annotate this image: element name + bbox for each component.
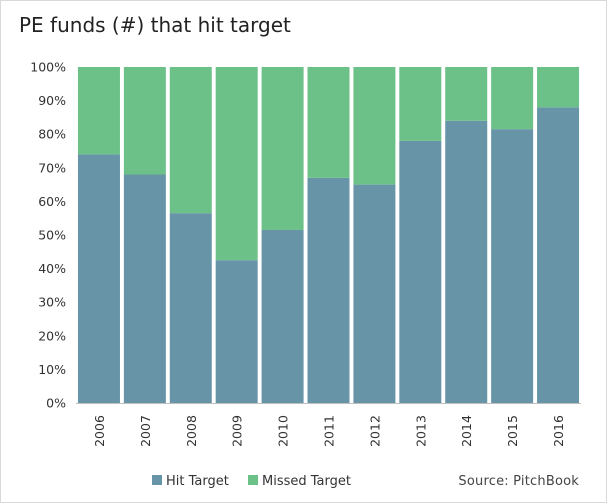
bar-missed-target (77, 67, 120, 155)
y-tick-label: 20% (38, 328, 66, 343)
y-tick-label: 30% (38, 295, 66, 310)
x-tick-label: 2013 (413, 415, 428, 447)
bar-hit-target (307, 177, 350, 403)
bar-missed-target (169, 67, 212, 214)
bar-hit-target (399, 140, 442, 404)
x-tick-label: 2006 (92, 415, 107, 447)
bar-missed-target (399, 67, 442, 141)
bar-hit-target (123, 174, 166, 403)
x-tick-label: 2011 (322, 415, 337, 447)
chart-legend: Hit Target Missed Target (152, 474, 351, 489)
bar-missed-target (261, 67, 304, 230)
y-tick-label: 50% (38, 228, 66, 243)
y-tick-label: 40% (38, 261, 66, 276)
bar-hit-target (261, 229, 304, 403)
bar-hit-target (169, 213, 212, 403)
bar-missed-target (537, 67, 580, 108)
legend-swatch (152, 475, 162, 485)
x-tick-label: 2015 (505, 415, 520, 447)
y-tick-label: 10% (38, 362, 66, 377)
y-tick-label: 70% (38, 160, 66, 175)
bar-missed-target (307, 67, 350, 178)
chart-bars (77, 67, 580, 404)
bar-hit-target (215, 260, 258, 403)
bar-missed-target (123, 67, 166, 175)
x-tick-label: 2007 (138, 415, 153, 447)
bar-hit-target (445, 120, 488, 403)
bar-missed-target (445, 67, 488, 121)
bar-missed-target (215, 67, 258, 261)
legend-swatch (248, 475, 258, 485)
x-tick-label: 2012 (367, 415, 382, 447)
x-tick-label: 2016 (551, 415, 566, 447)
y-tick-label: 0% (46, 396, 66, 411)
legend-label: Hit Target (166, 474, 229, 489)
y-tick-label: 60% (38, 194, 66, 209)
y-tick-label: 90% (38, 93, 66, 108)
x-tick-label: 2009 (230, 415, 245, 447)
bar-missed-target (491, 67, 534, 130)
y-axis-labels: 0% 10% 20% 30% 40% 50% 60% 70% 80% 90% 100% (30, 60, 66, 411)
y-tick-label: 100% (30, 60, 66, 75)
bar-hit-target (353, 184, 396, 403)
x-tick-label: 2014 (459, 415, 474, 447)
bar-hit-target (77, 154, 120, 403)
chart-title: PE funds (#) that hit target (19, 13, 291, 37)
legend-label: Missed Target (262, 474, 351, 489)
bar-hit-target (491, 129, 534, 403)
y-tick-label: 80% (38, 127, 66, 142)
x-tick-label: 2008 (184, 415, 199, 447)
bar-hit-target (537, 107, 580, 403)
x-axis-labels: 2006 2007 2008 2009 2010 2011 2012 2013 2014 2015… (92, 415, 566, 447)
source-note: Source: PitchBook (458, 474, 579, 489)
x-tick-label: 2010 (276, 415, 291, 447)
bar-missed-target (353, 67, 396, 185)
